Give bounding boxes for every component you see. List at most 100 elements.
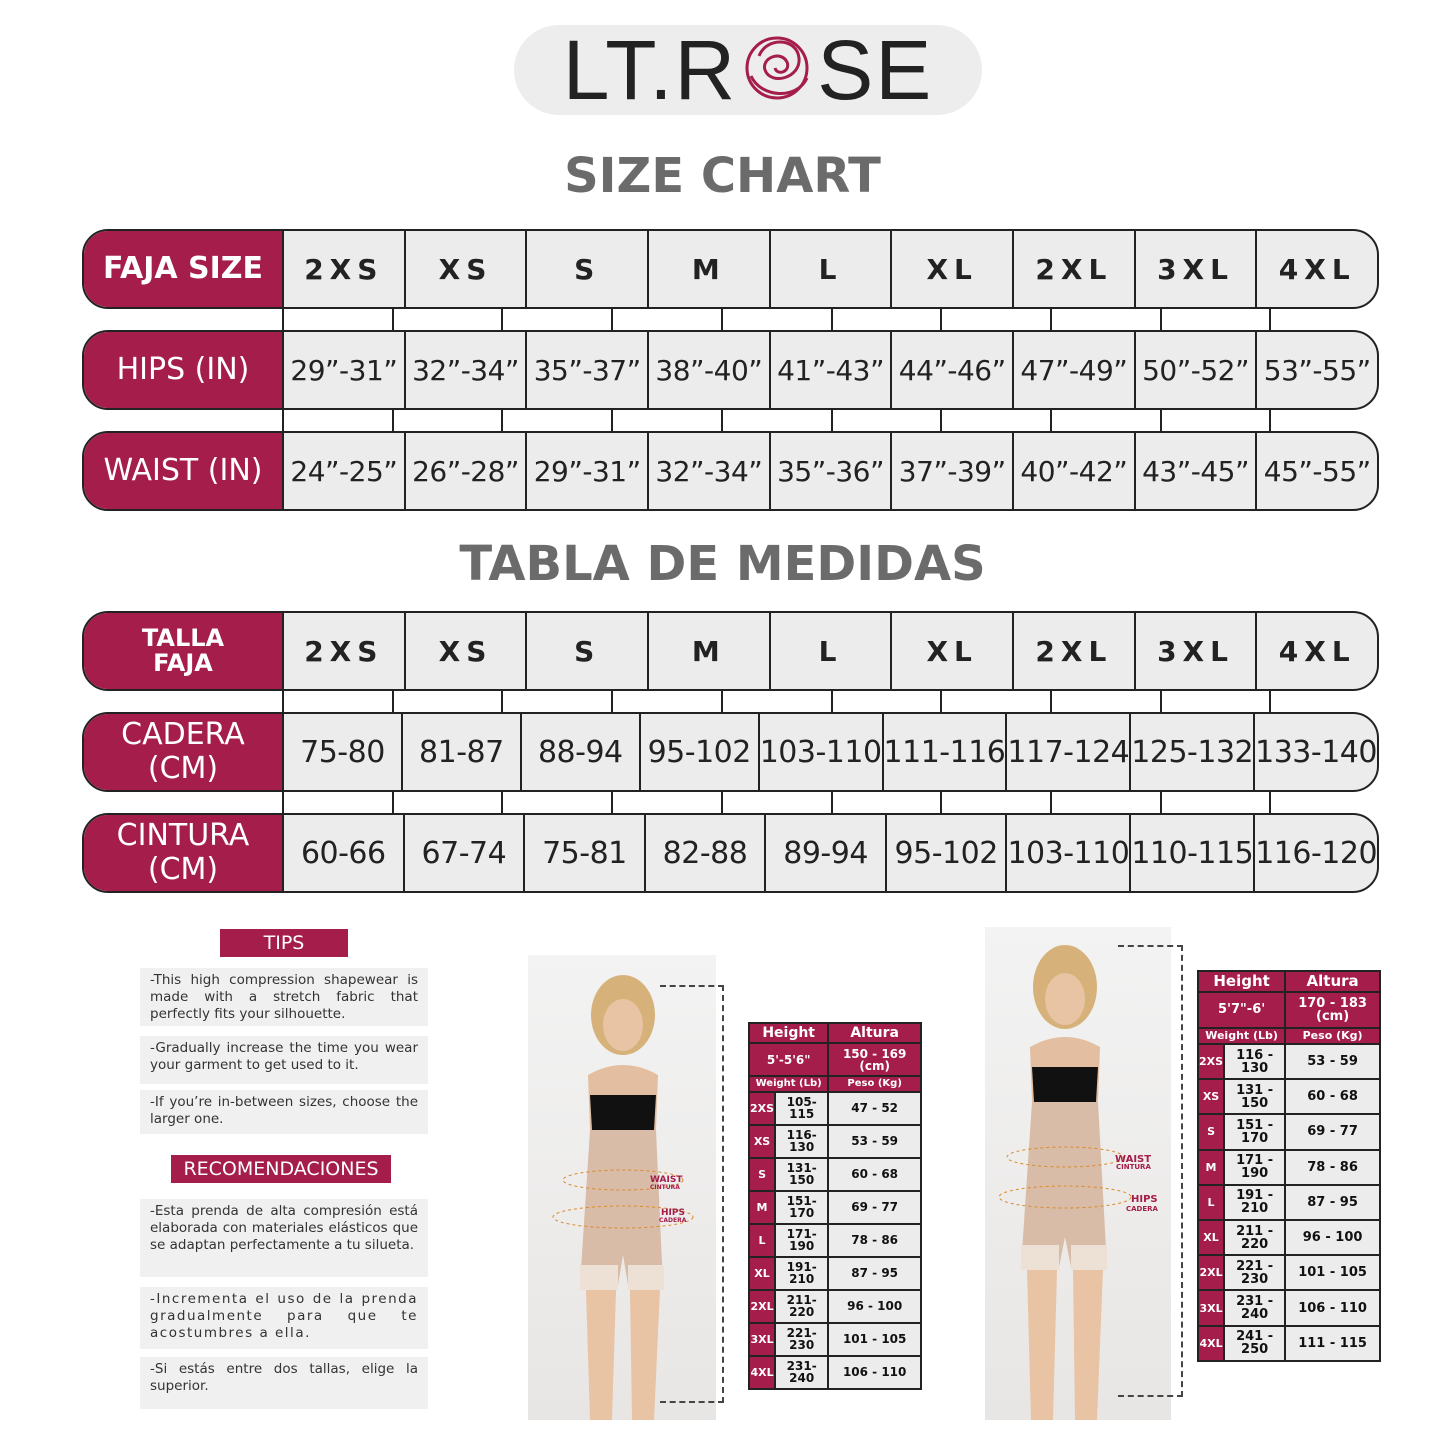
measure-cell: 95-102 — [641, 714, 760, 790]
size-chart-title: SIZE CHART — [564, 148, 881, 204]
weight-lb: 131 - 150 — [1223, 1078, 1287, 1116]
measure-cell: 60-66 — [284, 815, 405, 891]
size-label: 3XL — [1196, 1289, 1226, 1327]
weight-row: XL 191-210 87 - 95 — [747, 1255, 922, 1291]
measure-cell: 45”-55” — [1263, 454, 1371, 488]
weight-lb: 105-115 — [774, 1090, 830, 1126]
height-value: 5'7"-6' — [1196, 991, 1287, 1029]
dashed-frame — [660, 985, 724, 1403]
row-label: FAJA SIZE — [84, 231, 284, 307]
weight-kg: 78 - 86 — [1284, 1148, 1381, 1186]
peso-header: Peso (Kg) — [827, 1075, 922, 1093]
measure-cell: 125-132 — [1131, 714, 1256, 790]
size-label: 4XL — [1196, 1324, 1226, 1363]
tabla-row: CINTURA (CM) 60-66 67-74 75-81 82-88 89-94 95-… — [82, 813, 1379, 893]
measure-cell: 81-87 — [403, 714, 522, 790]
weight-kg: 78 - 86 — [827, 1222, 922, 1258]
weight-lb: 221-230 — [774, 1321, 830, 1357]
size-label: S — [1196, 1113, 1226, 1151]
weight-lb: 231 - 240 — [1223, 1289, 1287, 1327]
measure-cell: 88-94 — [522, 714, 641, 790]
weight-kg: 106 - 110 — [827, 1354, 922, 1391]
recomendacion-item: -Si estás entre dos tallas, elige la sup… — [140, 1357, 428, 1409]
row-label: TALLA FAJA — [84, 613, 284, 689]
weight-row: XS 131 - 150 60 - 68 — [1196, 1078, 1381, 1116]
height-value: 5'-5'6" — [747, 1042, 830, 1078]
weight-row: 3XL 231 - 240 106 - 110 — [1196, 1289, 1381, 1327]
tip-item: -Gradually increase the time you wear yo… — [140, 1036, 428, 1084]
measure-cell: 47”-49” — [1014, 332, 1136, 408]
weight-row: 2XL 211-220 96 - 100 — [747, 1288, 922, 1324]
tabla-row: CADERA (CM) 75-80 81-87 88-94 95-102 103-110 1… — [82, 712, 1379, 792]
size-header: XL — [892, 231, 1015, 307]
size-label: XL — [747, 1255, 777, 1291]
model-photo-side: WAIST CINTURA HIPS CADERA — [985, 927, 1171, 1420]
weight-lb: 191-210 — [774, 1255, 830, 1291]
cadera-label: CADERA — [1126, 1205, 1159, 1213]
size-header: 2XL — [1014, 613, 1136, 689]
weight-row: XL 211 - 220 96 - 100 — [1196, 1219, 1381, 1257]
tips-title: TIPS — [220, 929, 348, 957]
tabla-row: TALLA FAJA 2XS XS S M L XL 2XL 3XL 4XL — [82, 611, 1379, 691]
size-header: 4XL — [1278, 634, 1356, 668]
size-header: XS — [406, 613, 528, 689]
row-connector — [282, 410, 1379, 432]
weight-row: XS 116-130 53 - 59 — [747, 1123, 922, 1159]
size-label: 2XL — [1196, 1254, 1226, 1292]
peso-header: Peso (Kg) — [1284, 1026, 1381, 1045]
weight-table-short: Height Altura 5'-5'6" 150 - 169 (cm) Weight … — [747, 1021, 922, 1391]
size-label: L — [1196, 1183, 1226, 1222]
weight-row: 2XL 221 - 230 101 - 105 — [1196, 1254, 1381, 1292]
size-label: M — [747, 1189, 777, 1225]
size-label: XS — [1196, 1078, 1226, 1116]
measure-cell: 32”-34” — [649, 433, 771, 509]
weight-kg: 69 - 77 — [1284, 1113, 1381, 1151]
weight-lb: 151 - 170 — [1223, 1113, 1287, 1151]
row-connector — [282, 792, 1379, 814]
size-header: 3XL — [1136, 231, 1258, 307]
weight-row: S 131-150 60 - 68 — [747, 1156, 922, 1192]
measure-cell: 103-110 — [760, 714, 884, 790]
weight-lb: 116-130 — [774, 1123, 830, 1159]
altura-value: 170 - 183 (cm) — [1284, 991, 1381, 1029]
size-label: S — [747, 1156, 777, 1192]
weight-header: Weight (Lb) — [1196, 1026, 1287, 1045]
cintura-label: CINTURA — [1116, 1163, 1151, 1171]
weight-header: Weight (Lb) — [747, 1075, 830, 1093]
size-label: 2XS — [747, 1090, 777, 1126]
logo-text-right: SE — [817, 22, 934, 117]
weight-lb: 151-170 — [774, 1189, 830, 1225]
model-photo-front: WAIST CINTURA HIPS CADERA — [528, 955, 716, 1420]
cadera-label: CADERA — [659, 1217, 687, 1224]
weight-row: L 171-190 78 - 86 — [747, 1222, 922, 1258]
weight-kg: 106 - 110 — [1284, 1289, 1381, 1327]
size-header: L — [771, 231, 893, 307]
weight-kg: 53 - 59 — [1284, 1042, 1381, 1081]
measure-cell: 82-88 — [646, 815, 767, 891]
measure-cell: 95-102 — [887, 815, 1008, 891]
cintura-label: CINTURA — [650, 1184, 680, 1191]
measure-cell: 75-80 — [284, 714, 403, 790]
weight-lb: 241 - 250 — [1223, 1324, 1287, 1363]
weight-row: 4XL 231-240 106 - 110 — [747, 1354, 922, 1391]
weight-lb: 131-150 — [774, 1156, 830, 1192]
measure-cell: 89-94 — [766, 815, 887, 891]
row-label: HIPS (IN) — [84, 332, 284, 408]
size-header: 2XS — [284, 231, 406, 307]
measure-cell: 29”-31” — [284, 332, 406, 408]
altura-header: Altura — [1284, 969, 1381, 994]
waist-label: WAIST — [650, 1175, 683, 1185]
size-header: 3XL — [1136, 613, 1258, 689]
measure-cell: 50”-52” — [1136, 332, 1258, 408]
size-header: M — [649, 613, 771, 689]
weight-kg: 60 - 68 — [827, 1156, 922, 1192]
size-label: 2XS — [1196, 1042, 1226, 1081]
size-label: XS — [747, 1123, 777, 1159]
weight-table-tall: Height Altura 5'7"-6' 170 - 183 (cm) Weight … — [1196, 969, 1381, 1363]
waist-label: WAIST — [1115, 1154, 1151, 1165]
height-header: Height — [747, 1021, 830, 1045]
measure-cell: 116-120 — [1255, 835, 1378, 871]
weight-row: M 151-170 69 - 77 — [747, 1189, 922, 1225]
hips-label: HIPS — [661, 1208, 685, 1218]
size-header: XL — [892, 613, 1015, 689]
